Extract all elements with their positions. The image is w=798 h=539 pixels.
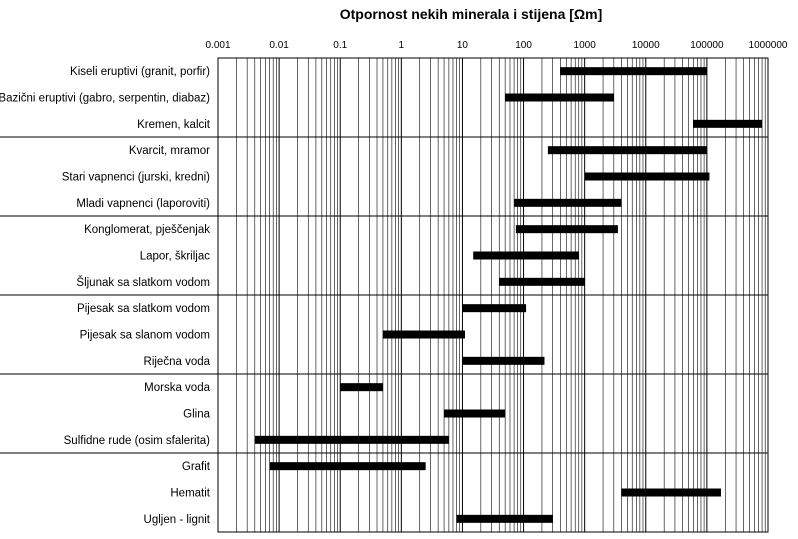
category-label: Glina [183,409,210,421]
range-bar [547,146,707,155]
x-tick-label: 0.001 [205,40,230,51]
range-bar [444,409,506,418]
category-label: Sulfidne rude (osim sfalerita) [64,435,211,447]
category-label: Šljunak sa slatkom vodom [76,276,210,289]
range-bar [340,383,383,392]
range-bar [514,198,622,207]
x-tick-label: 1000000 [749,40,788,51]
category-label: Mladi vapnenci (laporoviti) [76,198,210,210]
range-bar [693,119,763,128]
category-label: Grafit [182,461,211,473]
range-bar [560,67,707,76]
grid [0,58,768,532]
category-label: Morska voda [144,382,210,394]
chart-title: Otpornost nekih minerala i stijena [Ωm] [340,6,603,22]
range-bar [269,462,426,471]
range-bars [254,67,763,523]
category-label: Kiseli eruptivi (granit, porfir) [70,66,210,78]
range-bar [505,93,614,102]
plot-frame [217,57,769,533]
category-label: Pijesak sa slatkom vodom [77,303,210,315]
category-label: Hematit [170,488,210,500]
x-tick-label: 10000 [632,40,660,51]
category-label: Lapor, škriljac [140,251,211,263]
category-label: Riječna voda [144,356,211,368]
category-label: Bazični eruptivi (gabro, serpentin, diab… [0,93,210,105]
range-bar [462,304,527,313]
range-bar [621,488,721,497]
range-bar [515,225,618,234]
category-label: Kremen, kalcit [137,119,211,131]
range-bar [462,356,545,365]
category-label: Pijesak sa slanom vodom [80,330,210,342]
x-axis-ticks: 0.001 0.01 0.1 1 10 100 1000 10000 100000 1000000 [205,40,787,51]
x-tick-label: 10 [457,40,469,51]
range-bar [456,514,553,523]
x-tick-label: 100 [515,40,532,51]
range-bar [382,330,465,339]
category-labels: Kiseli eruptivi (granit, porfir) Bazični … [0,66,211,526]
x-tick-label: 0.1 [333,40,347,51]
range-bar [473,251,579,260]
x-tick-label: 0.01 [269,40,289,51]
range-bar [584,172,710,181]
range-bar [499,277,585,286]
category-label: Stari vapnenci (jurski, kredni) [62,172,210,184]
x-tick-label: 100000 [690,40,724,51]
category-label: Ugljen - lignit [144,514,211,526]
range-bar [254,435,449,444]
x-tick-label: 1000 [574,40,597,51]
category-label: Kvarcit, mramor [129,145,210,157]
x-tick-label: 1 [399,40,405,51]
category-label: Konglomerat, pješčenjak [84,224,210,236]
